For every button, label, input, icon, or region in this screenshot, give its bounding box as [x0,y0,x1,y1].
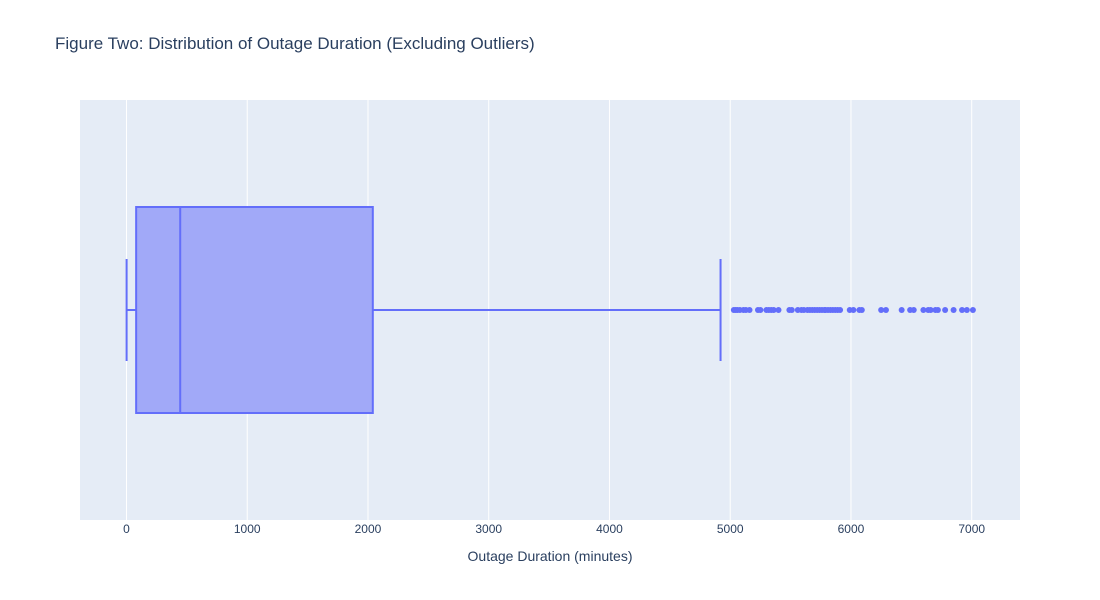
outlier-point [927,307,934,313]
x-tick-label: 6000 [838,522,865,536]
outlier-point [858,307,865,313]
outlier-point [775,307,782,313]
x-tick-label: 5000 [717,522,744,536]
box-trace [125,206,722,414]
outlier-point [942,307,949,313]
x-tick-label: 2000 [355,522,382,536]
chart-title: Figure Two: Distribution of Outage Durat… [55,34,535,53]
outlier-point [898,307,905,313]
outlier-point [788,307,795,313]
outlier-point [837,307,844,313]
x-axis-title: Outage Duration (minutes) [468,548,633,564]
outlier-point [757,307,764,313]
x-tick-label: 0 [123,522,130,536]
outlier-points [730,307,976,313]
outlier-point [963,307,970,313]
iqr-box [135,206,374,414]
outlier-point [959,307,966,313]
outlier-point [882,307,889,313]
outlier-point [910,307,917,313]
outlier-point [770,307,777,313]
outlier-point [969,307,976,313]
x-tick-label: 3000 [475,522,502,536]
outlier-point [850,307,857,313]
x-axis-ticks: 0 1000 2000 3000 4000 5000 6000 7000 [123,522,985,536]
x-tick-label: 4000 [596,522,623,536]
outlier-point [934,307,941,313]
x-tick-label: 1000 [234,522,261,536]
outlier-point [920,307,927,313]
outlier-point [950,307,957,313]
outlier-point [746,307,753,313]
outlier-point [878,307,885,313]
x-tick-label: 7000 [958,522,985,536]
